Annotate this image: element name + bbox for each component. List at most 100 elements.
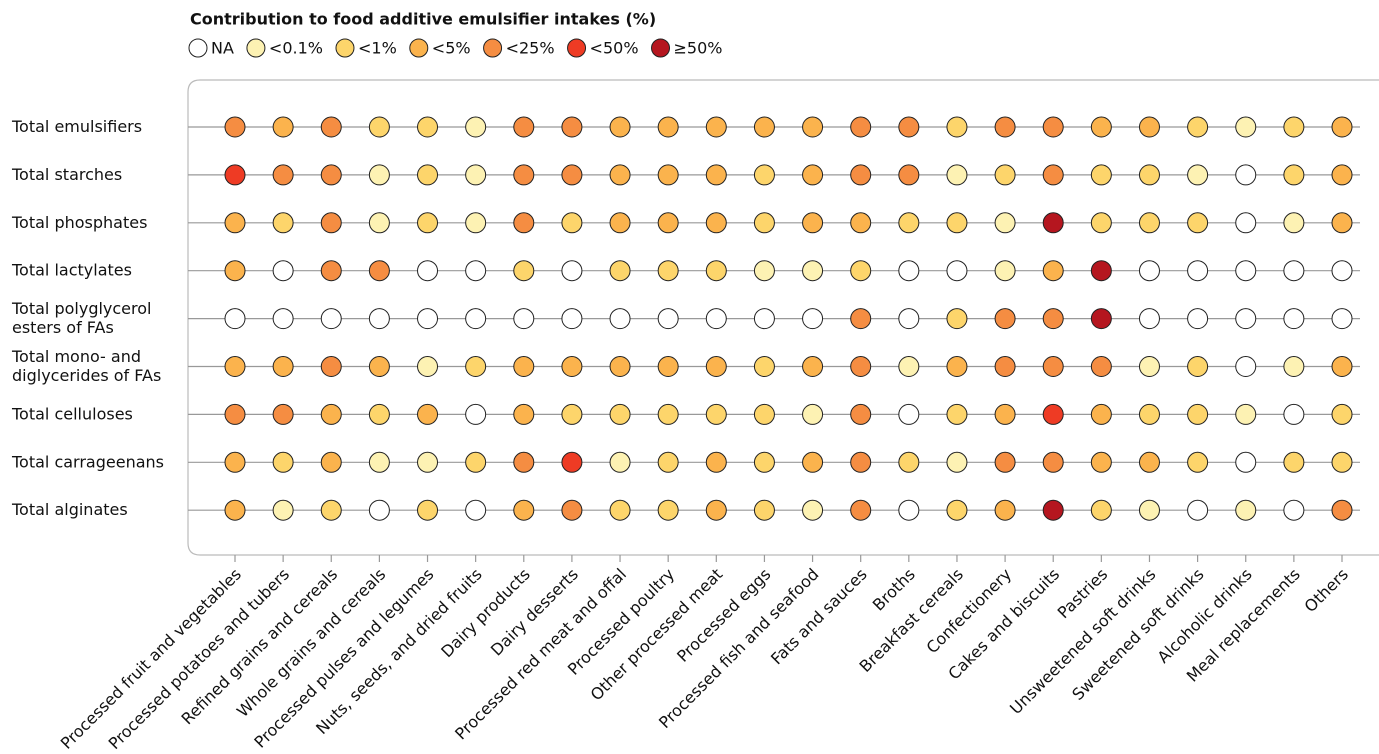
dot bbox=[946, 356, 968, 377]
dot bbox=[1331, 499, 1353, 521]
dot bbox=[1138, 260, 1160, 282]
dot bbox=[850, 356, 872, 377]
dot bbox=[1138, 499, 1160, 521]
dot bbox=[417, 499, 439, 521]
dot bbox=[609, 308, 631, 330]
dot bbox=[946, 164, 968, 186]
dot bbox=[898, 260, 920, 282]
dot bbox=[1138, 356, 1160, 377]
dot bbox=[417, 356, 439, 377]
row-label-line: esters of FAs bbox=[12, 318, 114, 337]
dot bbox=[994, 356, 1016, 377]
dot bbox=[1331, 116, 1353, 138]
dot bbox=[272, 260, 294, 282]
dot bbox=[1283, 260, 1305, 282]
dot bbox=[272, 356, 294, 377]
legend-label: NA bbox=[211, 39, 234, 58]
dot bbox=[802, 403, 824, 425]
dot bbox=[1042, 356, 1064, 377]
dot bbox=[898, 451, 920, 473]
chart-title: Contribution to food additive emulsifier… bbox=[190, 10, 656, 29]
dot bbox=[802, 212, 824, 234]
dot bbox=[465, 403, 487, 425]
dot bbox=[1283, 116, 1305, 138]
dot bbox=[465, 260, 487, 282]
dot bbox=[1187, 308, 1209, 330]
dot bbox=[1283, 164, 1305, 186]
dot bbox=[272, 499, 294, 521]
dot bbox=[802, 499, 824, 521]
dot bbox=[1042, 212, 1064, 234]
dot bbox=[1187, 499, 1209, 521]
dot bbox=[368, 116, 390, 138]
dot bbox=[946, 308, 968, 330]
dot bbox=[368, 403, 390, 425]
dot bbox=[513, 451, 535, 473]
dot bbox=[1090, 260, 1112, 282]
dot bbox=[417, 116, 439, 138]
legend-swatch bbox=[409, 38, 429, 58]
dot bbox=[753, 260, 775, 282]
dot bbox=[994, 403, 1016, 425]
dot bbox=[561, 308, 583, 330]
dot bbox=[1187, 212, 1209, 234]
dot bbox=[272, 212, 294, 234]
dot bbox=[320, 212, 342, 234]
dot bbox=[994, 499, 1016, 521]
dot bbox=[1331, 164, 1353, 186]
dot bbox=[946, 116, 968, 138]
legend-label: <50% bbox=[590, 39, 639, 58]
dot bbox=[657, 451, 679, 473]
dot bbox=[609, 212, 631, 234]
dot bbox=[320, 116, 342, 138]
dot bbox=[465, 499, 487, 521]
legend-swatch bbox=[335, 38, 355, 58]
dot bbox=[224, 164, 246, 186]
dot bbox=[753, 308, 775, 330]
dot bbox=[224, 260, 246, 282]
dot bbox=[1042, 499, 1064, 521]
dot bbox=[417, 403, 439, 425]
dot bbox=[513, 356, 535, 377]
dot bbox=[1331, 260, 1353, 282]
dot bbox=[368, 212, 390, 234]
dot bbox=[272, 164, 294, 186]
dot bbox=[994, 308, 1016, 330]
dot bbox=[802, 308, 824, 330]
dot bbox=[657, 499, 679, 521]
dot bbox=[1283, 212, 1305, 234]
dot bbox=[753, 164, 775, 186]
dot bbox=[1138, 212, 1160, 234]
dot bbox=[1042, 308, 1064, 330]
dot bbox=[802, 116, 824, 138]
row-label-line: Total emulsifiers bbox=[11, 117, 142, 136]
dot bbox=[898, 356, 920, 377]
row-label: Total emulsifiers bbox=[11, 117, 142, 136]
dot bbox=[657, 260, 679, 282]
dot bbox=[513, 499, 535, 521]
dot bbox=[753, 403, 775, 425]
row-label: Total phosphates bbox=[11, 212, 147, 231]
dot bbox=[1331, 403, 1353, 425]
dot bbox=[802, 164, 824, 186]
dot bbox=[320, 403, 342, 425]
dot bbox=[1235, 308, 1257, 330]
legend-swatch bbox=[246, 38, 266, 58]
row-label: Total starches bbox=[11, 164, 122, 183]
dot bbox=[561, 451, 583, 473]
dot bbox=[1187, 164, 1209, 186]
dot bbox=[1331, 451, 1353, 473]
dot bbox=[224, 308, 246, 330]
dot bbox=[994, 116, 1016, 138]
row-label: Total mono- and diglycerides of FAs bbox=[11, 347, 161, 385]
legend-label: <5% bbox=[432, 39, 471, 58]
dot bbox=[224, 451, 246, 473]
dot bbox=[850, 212, 872, 234]
row-label-line: Total carrageenans bbox=[11, 452, 164, 471]
legend-swatch bbox=[188, 38, 208, 58]
dot bbox=[705, 499, 727, 521]
dot bbox=[609, 116, 631, 138]
dot bbox=[1138, 451, 1160, 473]
dot bbox=[1283, 356, 1305, 377]
dot bbox=[224, 212, 246, 234]
